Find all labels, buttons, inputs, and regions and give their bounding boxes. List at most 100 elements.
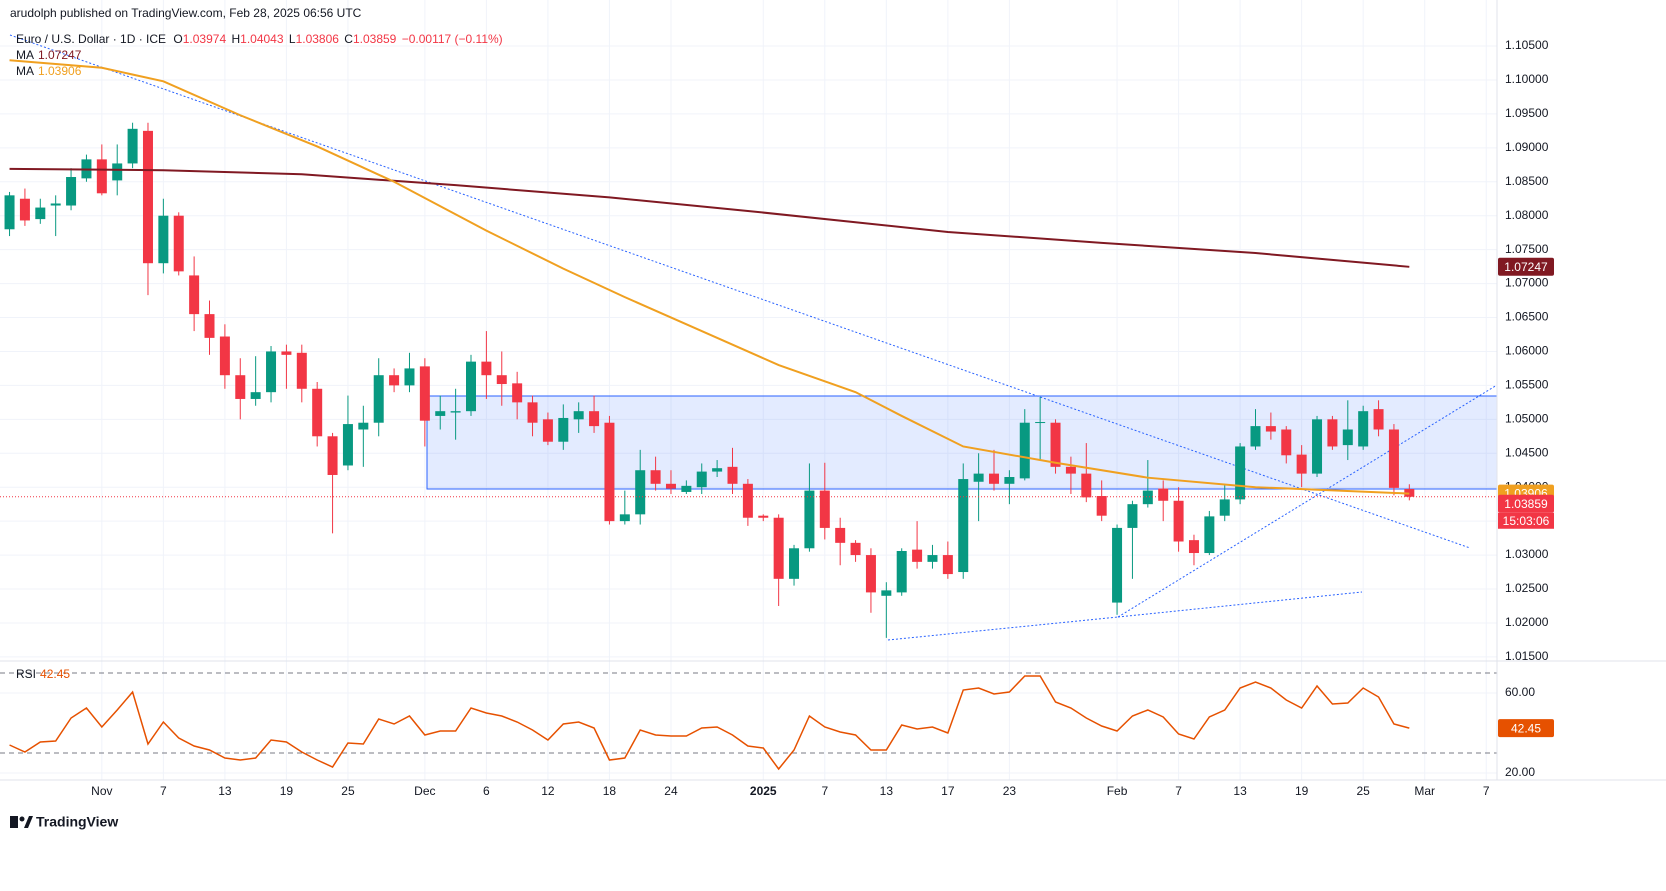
candle-body: [404, 368, 415, 386]
candle-body: [496, 375, 507, 385]
ohlc-value: 1.03806: [296, 32, 340, 46]
candle-body: [296, 352, 307, 389]
candle-body: [835, 527, 846, 543]
x-tick-label: 25: [1356, 784, 1370, 798]
candle-body: [512, 383, 523, 403]
x-tick-label: 6: [483, 784, 490, 798]
candle-body: [958, 479, 969, 573]
candle-body: [758, 515, 769, 518]
candle-body: [589, 411, 600, 427]
candle-body: [1388, 429, 1399, 488]
y-tick-label: 1.08000: [1505, 208, 1549, 222]
brand-logo: [10, 816, 33, 828]
ohlc-label: C: [344, 32, 353, 46]
x-tick-label: 13: [880, 784, 894, 798]
candle-body: [1158, 488, 1169, 501]
y-tick-label: 1.07500: [1505, 242, 1549, 256]
x-tick-label: 25: [341, 784, 355, 798]
x-tick-label: 7: [160, 784, 167, 798]
y-tick-label: 1.06000: [1505, 344, 1549, 358]
candle-body: [1312, 419, 1323, 474]
trend-line: [887, 616, 1119, 641]
countdown: 15:03:06: [1503, 514, 1550, 528]
candle-body: [696, 471, 707, 488]
x-tick-label: 2025: [750, 784, 777, 798]
candle-body: [4, 195, 15, 230]
candle-body: [604, 422, 615, 522]
candle-body: [896, 550, 907, 593]
candle-body: [1096, 496, 1107, 516]
candle-body: [1019, 422, 1030, 479]
y-tick-label: 60.00: [1505, 685, 1535, 699]
candle-body: [804, 490, 815, 549]
candle-body: [1188, 540, 1199, 554]
candle-body: [1235, 446, 1246, 500]
candle-body: [681, 485, 692, 492]
logo-shape: [10, 816, 18, 828]
brand-name: TradingView: [36, 814, 118, 830]
candle-body: [96, 159, 107, 194]
last-price-badge: 1.03859: [1504, 497, 1548, 511]
ohlc-value: 1.04043: [240, 32, 284, 46]
candle-body: [235, 375, 246, 399]
candle-body: [542, 419, 553, 442]
indicator-line: [9, 675, 1410, 771]
candle-body: [527, 402, 538, 423]
x-tick-label: Feb: [1107, 784, 1128, 798]
candle-body: [112, 163, 123, 181]
y-tick-label: 20.00: [1505, 765, 1535, 779]
x-tick-label: Nov: [91, 784, 112, 798]
candle-body: [1219, 499, 1230, 516]
x-tick-label: 7: [1175, 784, 1182, 798]
candle-body: [712, 468, 723, 472]
candle-body: [158, 215, 169, 264]
candle-body: [665, 483, 676, 489]
last-price-badge-bg: [1498, 494, 1554, 513]
candle-body: [1373, 409, 1384, 430]
y-tick-label: 1.05500: [1505, 378, 1549, 392]
y-tick-label: 1.03000: [1505, 547, 1549, 561]
candle-body: [373, 375, 384, 423]
x-tick-label: 13: [218, 784, 232, 798]
candle-body: [19, 198, 30, 221]
indicator-badge-bg: [1498, 719, 1554, 738]
candle-body: [219, 336, 230, 376]
x-tick-label: 17: [941, 784, 955, 798]
candle-body: [342, 424, 353, 466]
symbol-legend: Euro / U.S. Dollar · 1D · ICE O1.03974 H…: [16, 32, 503, 46]
candle-body: [66, 177, 77, 206]
candle-body: [942, 555, 953, 575]
y-tick-label: 1.01500: [1505, 649, 1549, 663]
candle-body: [973, 473, 984, 482]
moving-average-line: [9, 167, 1410, 268]
ohlc-label: H: [231, 32, 240, 46]
candle-body: [481, 361, 492, 376]
ma-value: 1.03906: [38, 64, 82, 78]
candle-body: [1250, 426, 1261, 447]
candle-body: [881, 590, 892, 596]
candle-body: [789, 548, 800, 579]
x-tick-label: 7: [821, 784, 828, 798]
candle-body: [1004, 477, 1015, 484]
y-tick-label: 1.04500: [1505, 445, 1549, 459]
candle-body: [1112, 527, 1123, 603]
ma-name: MA: [16, 48, 34, 62]
y-tick-label: 1.02500: [1505, 581, 1549, 595]
candle-body: [281, 351, 292, 355]
ma-legend: MA 1.03906: [16, 64, 82, 78]
x-tick-label: 18: [603, 784, 617, 798]
candle-body: [912, 549, 923, 562]
candle-body: [573, 411, 584, 420]
y-tick-label: 1.05000: [1505, 411, 1549, 425]
candle-body: [127, 128, 138, 164]
y-tick-label: 1.08500: [1505, 174, 1549, 188]
ma-legend: MA 1.07247: [16, 48, 82, 62]
candle-body: [1281, 429, 1292, 456]
y-tick-label: 1.09500: [1505, 106, 1549, 120]
ohlc-value: 1.03859: [353, 32, 397, 46]
candle-body: [312, 388, 323, 437]
countdown-bg: [1498, 512, 1554, 529]
candle-body: [1204, 516, 1215, 554]
y-tick-label: 1.02000: [1505, 615, 1549, 629]
